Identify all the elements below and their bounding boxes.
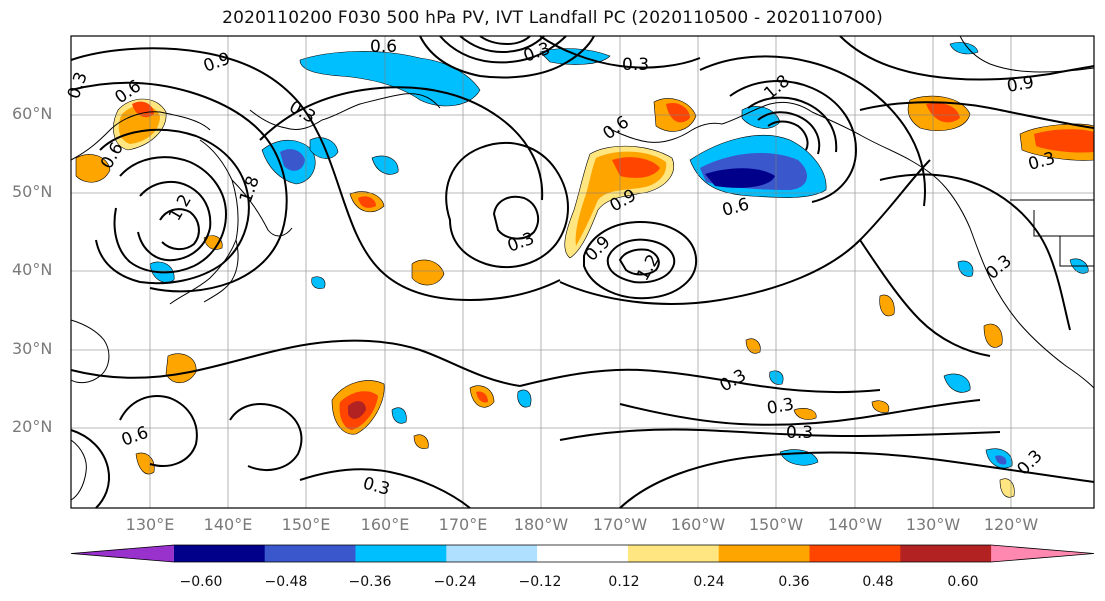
anomaly-patch [943, 373, 971, 393]
lon-label: 140°E [203, 515, 253, 534]
anomaly-patch [132, 101, 154, 118]
anomaly-patch [517, 389, 532, 408]
anomaly-patch [612, 157, 660, 178]
colorbar-tick-label: 0.12 [608, 574, 640, 590]
lon-label: 160°W [670, 515, 726, 534]
anomaly-patch [957, 260, 974, 277]
anomaly-patch [983, 323, 1003, 348]
lon-label: 170°W [592, 515, 648, 534]
colorbar-bin [446, 545, 538, 562]
colorbar-tick-label: 0.48 [862, 574, 894, 590]
lon-label: 120°W [983, 515, 1039, 534]
anomaly-patch [348, 401, 366, 419]
anomaly-patch [413, 434, 429, 449]
colorbar-tick-label: −0.60 [179, 574, 223, 590]
anomaly-patch [926, 102, 960, 123]
colorbar-bin [809, 545, 901, 562]
lat-label: 60°N [12, 104, 53, 123]
contour-label: 0.9 [1005, 73, 1035, 97]
anomaly-patch [358, 196, 376, 208]
colorbar-bin [173, 545, 266, 562]
contour-label: 0.3 [765, 395, 795, 419]
map-gridlines [71, 36, 1094, 508]
anomaly-patch [666, 102, 690, 123]
map-panel: 0.9 0.6 0.3 0.3 0.6 0.6 0.6 0.3 1.2 1.8 … [64, 35, 1095, 509]
colorbar-tick-label: −0.36 [348, 574, 392, 590]
lon-label: 170°E [438, 515, 488, 534]
colorbar-outline [70, 544, 1095, 563]
colorbar-extension-low [71, 545, 174, 562]
anomaly-patch [476, 391, 488, 403]
contour-label: 0.3 [786, 423, 813, 443]
lat-label: 20°N [12, 417, 53, 436]
anomaly-patch [793, 408, 817, 420]
anomaly-patch [705, 168, 775, 188]
lat-label: 40°N [12, 260, 53, 279]
lon-label: 130°W [905, 515, 961, 534]
colorbar-bin [627, 545, 720, 562]
lon-label: 150°W [748, 515, 804, 534]
lat-label: 50°N [12, 182, 53, 201]
anomaly-patch [391, 407, 407, 424]
colorbar-tick-label: −0.48 [264, 574, 308, 590]
pv-anomaly-shading [75, 42, 1095, 498]
anomaly-patch [280, 149, 305, 171]
map-title: 2020110200 F030 500 hPa PV, IVT Landfall… [222, 8, 883, 28]
colorbar-bin [264, 545, 356, 562]
contour-label: 0.6 [370, 37, 397, 57]
coastlines [70, 35, 1095, 501]
anomaly-patch [871, 400, 890, 413]
lon-label: 180°W [513, 515, 569, 534]
pv-contours [70, 35, 1095, 509]
lat-label: 30°N [12, 339, 53, 358]
colorbar-bin [537, 545, 629, 562]
anomaly-patch [879, 294, 895, 317]
lon-label: 150°E [281, 515, 331, 534]
anomaly-patch [75, 154, 111, 183]
lon-label: 160°E [360, 515, 410, 534]
anomaly-patch [311, 276, 326, 289]
colorbar [70, 544, 1095, 563]
colorbar-bin [718, 545, 811, 562]
lon-label: 130°E [125, 515, 175, 534]
colorbar-extension-high [991, 545, 1094, 562]
colorbar-tick-label: 0.36 [778, 574, 810, 590]
colorbar-tick-label: 0.24 [693, 574, 725, 590]
anomaly-patch [411, 259, 445, 286]
colorbar-tick-label: −0.24 [433, 574, 477, 590]
contour-label: 0.3 [622, 55, 649, 75]
lon-label: 140°W [827, 515, 883, 534]
colorbar-tick-label: 0.60 [947, 574, 979, 590]
map-frame [70, 35, 1095, 509]
colorbar-tick-label: −0.12 [518, 574, 562, 590]
anomaly-patch [1034, 129, 1094, 153]
colorbar-bin [900, 545, 992, 562]
anomaly-patch [995, 455, 1007, 465]
colorbar-bin [355, 545, 447, 562]
